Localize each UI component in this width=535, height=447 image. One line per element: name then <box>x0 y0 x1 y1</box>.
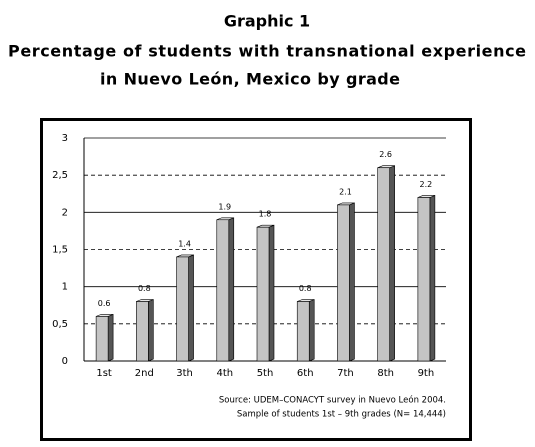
y-tick-label: 1 <box>62 282 68 293</box>
bar-face <box>349 202 355 362</box>
bar <box>176 254 194 362</box>
y-tick-label: 3 <box>62 133 68 144</box>
bar <box>256 224 275 362</box>
bar-face <box>107 313 114 362</box>
y-tick-label: 2,5 <box>52 170 68 181</box>
data-label: 1.8 <box>259 210 272 219</box>
bar <box>216 217 235 362</box>
chart-subtitle: Percentage of students with transnationa… <box>8 42 526 61</box>
y-tick-label: 2 <box>62 207 68 218</box>
x-tick-label: 1st <box>96 368 112 379</box>
data-label: 1.4 <box>178 239 191 248</box>
data-label: 0.6 <box>98 299 111 308</box>
x-tick-label: 4th <box>216 368 233 379</box>
bar <box>377 165 395 362</box>
x-tick-label: 7th <box>337 368 354 379</box>
bar-face <box>417 197 431 362</box>
data-label: 0.8 <box>299 284 312 293</box>
bar-face <box>296 301 310 362</box>
bar-face <box>337 204 350 362</box>
bar-face <box>188 254 194 362</box>
note: Source: UDEM–CONACYT survey in Nuevo Leó… <box>219 395 446 406</box>
chart-subtitle: in Nuevo León, Mexico by grade <box>100 70 400 89</box>
bar <box>417 195 436 362</box>
bar-face <box>176 256 189 362</box>
bar-face <box>268 224 275 362</box>
x-tick-label: 6th <box>297 368 314 379</box>
bar-face <box>256 226 270 362</box>
bar-face <box>148 299 154 362</box>
data-label: 0.8 <box>138 284 151 293</box>
note: Sample of students 1st – 9th grades (N= … <box>237 410 446 420</box>
bar <box>337 202 355 362</box>
x-tick-label: 5th <box>257 368 274 379</box>
bar-face <box>228 217 235 362</box>
bar-face <box>389 165 395 362</box>
bar-face <box>429 195 436 362</box>
bar-face <box>216 219 230 362</box>
y-tick-label: 1,5 <box>52 245 68 256</box>
bar-face <box>95 316 109 362</box>
data-label: 2.2 <box>420 180 433 189</box>
x-tick-label: 8th <box>377 368 394 379</box>
x-tick-label: 9th <box>418 368 435 379</box>
bar-face <box>377 167 390 362</box>
bar <box>95 313 114 362</box>
data-label: 2.1 <box>339 187 352 196</box>
frame <box>40 118 472 441</box>
data-label: 2.6 <box>379 150 392 159</box>
bar-face <box>308 299 315 362</box>
x-tick-label: 2nd <box>135 368 154 379</box>
y-tick-label: 0,5 <box>52 319 68 330</box>
chart-title: Graphic 1 <box>224 12 310 31</box>
x-tick-label: 3th <box>176 368 193 379</box>
bar <box>136 299 154 362</box>
bar-face <box>136 301 149 362</box>
y-tick-label: 0 <box>62 356 68 367</box>
bar <box>296 299 315 362</box>
data-label: 1.9 <box>218 202 231 211</box>
